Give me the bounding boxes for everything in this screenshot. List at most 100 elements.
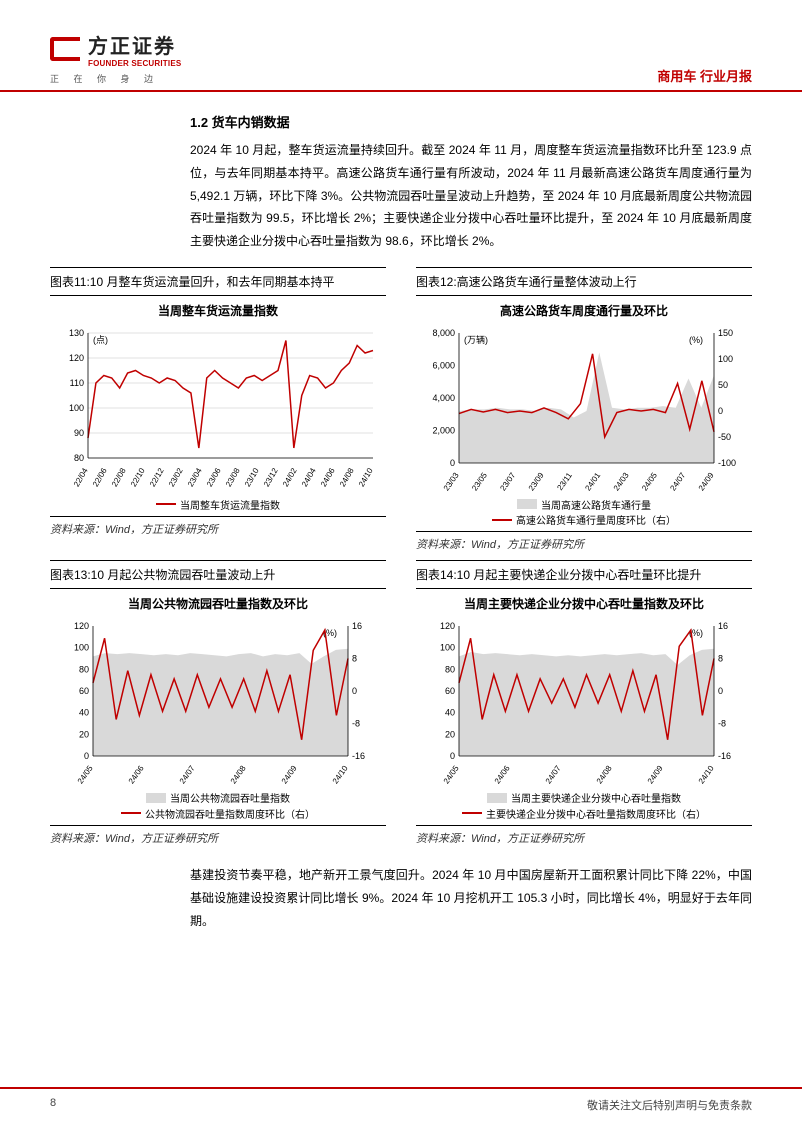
svg-text:100: 100 — [440, 643, 455, 653]
page: 方正证券 FOUNDER SECURITIES 正 在 你 身 边 商用车 行业… — [0, 0, 802, 1133]
svg-text:22/06: 22/06 — [91, 466, 109, 488]
section-title: 1.2 货车内销数据 — [190, 112, 752, 131]
svg-text:4,000: 4,000 — [432, 393, 455, 403]
svg-text:24/03: 24/03 — [612, 471, 631, 493]
svg-text:8: 8 — [718, 654, 723, 664]
chart-14: 图表14:10 月起主要快递企业分拨中心吞吐量环比提升 当周主要快递企业分拨中心… — [416, 560, 752, 846]
legend-line-icon — [121, 812, 141, 814]
svg-text:24/06: 24/06 — [127, 764, 146, 786]
legend-label: 当周整车货运流量指数 — [180, 497, 280, 512]
legend-area-icon — [146, 793, 166, 803]
logo-cn: 方正证券 — [88, 30, 181, 59]
logo-block: 方正证券 FOUNDER SECURITIES 正 在 你 身 边 — [50, 30, 181, 85]
legend-label: 当周公共物流园吞吐量指数 — [170, 790, 290, 805]
legend-item: 主要快递企业分拨中心吞吐量指数周度环比（右） — [462, 806, 706, 821]
legend-line-icon — [156, 503, 176, 505]
svg-text:24/09: 24/09 — [280, 764, 299, 786]
svg-text:2,000: 2,000 — [432, 425, 455, 435]
svg-text:40: 40 — [79, 708, 89, 718]
legend-label: 公共物流园吞吐量指数周度环比（右） — [145, 806, 315, 821]
chart-14-source: 资料来源：Wind，方正证券研究所 — [416, 825, 752, 846]
svg-text:-50: -50 — [718, 432, 731, 442]
legend-item: 高速公路货车通行量周度环比（右） — [492, 512, 676, 527]
svg-text:(点): (点) — [93, 335, 108, 345]
svg-text:60: 60 — [445, 686, 455, 696]
svg-text:23/03: 23/03 — [442, 471, 461, 493]
svg-text:90: 90 — [74, 428, 84, 438]
svg-text:50: 50 — [718, 380, 728, 390]
svg-text:0: 0 — [718, 406, 723, 416]
svg-text:16: 16 — [352, 621, 362, 631]
svg-text:24/05: 24/05 — [442, 764, 461, 786]
legend-item: 当周主要快递企业分拨中心吞吐量指数 — [487, 790, 681, 805]
logo-en: FOUNDER SECURITIES — [88, 59, 181, 68]
svg-text:60: 60 — [79, 686, 89, 696]
chart-14-caption: 图表14:10 月起主要快递企业分拨中心吞吐量环比提升 — [416, 560, 752, 589]
svg-text:-100: -100 — [718, 458, 736, 468]
chart-11-source: 资料来源：Wind，方正证券研究所 — [50, 516, 386, 537]
legend-item: 当周整车货运流量指数 — [156, 497, 280, 512]
svg-text:-16: -16 — [718, 751, 731, 761]
svg-text:0: 0 — [352, 686, 357, 696]
chart-13-title: 当周公共物流园吞吐量指数及环比 — [50, 595, 386, 612]
chart-14-title: 当周主要快递企业分拨中心吞吐量指数及环比 — [416, 595, 752, 612]
svg-text:24/10: 24/10 — [331, 764, 350, 786]
chart-11-legend: 当周整车货运流量指数 — [50, 497, 386, 512]
svg-text:23/05: 23/05 — [470, 471, 489, 493]
svg-text:24/09: 24/09 — [646, 764, 665, 786]
chart-12-source: 资料来源：Wind，方正证券研究所 — [416, 531, 752, 552]
chart-13-svg: 020406080100120-16-80816(%)24/0524/0624/… — [50, 616, 386, 786]
svg-text:20: 20 — [445, 730, 455, 740]
content: 1.2 货车内销数据 2024 年 10 月起，整车货运流量持续回升。截至 20… — [0, 92, 802, 966]
svg-text:23/09: 23/09 — [527, 471, 546, 493]
chart-14-svg: 020406080100120-16-80816(%)24/0524/0624/… — [416, 616, 752, 786]
svg-text:(万辆): (万辆) — [464, 334, 488, 345]
svg-text:110: 110 — [70, 378, 84, 388]
svg-text:24/06: 24/06 — [319, 466, 337, 488]
svg-text:24/01: 24/01 — [583, 471, 602, 493]
paragraph-1: 2024 年 10 月起，整车货运流量持续回升。截至 2024 年 11 月，周… — [190, 139, 752, 253]
page-footer: 8 敬请关注文后特别声明与免责条款 — [0, 1087, 802, 1113]
svg-text:6,000: 6,000 — [432, 360, 455, 370]
legend-label: 主要快递企业分拨中心吞吐量指数周度环比（右） — [486, 806, 706, 821]
svg-text:(%): (%) — [689, 335, 703, 345]
founder-logo-icon — [50, 37, 80, 61]
legend-label: 当周主要快递企业分拨中心吞吐量指数 — [511, 790, 681, 805]
chart-13: 图表13:10 月起公共物流园吞吐量波动上升 当周公共物流园吞吐量指数及环比 0… — [50, 560, 386, 846]
svg-text:22/10: 22/10 — [129, 466, 147, 488]
svg-text:-16: -16 — [352, 751, 365, 761]
svg-text:0: 0 — [84, 751, 89, 761]
svg-text:100: 100 — [718, 354, 733, 364]
legend-area-icon — [517, 499, 537, 509]
svg-text:24/06: 24/06 — [493, 764, 512, 786]
svg-text:23/12: 23/12 — [262, 466, 280, 488]
svg-text:-8: -8 — [352, 719, 360, 729]
legend-line-icon — [492, 519, 512, 521]
svg-text:150: 150 — [718, 328, 733, 338]
svg-text:80: 80 — [445, 665, 455, 675]
svg-text:24/02: 24/02 — [281, 466, 299, 488]
svg-text:22/04: 22/04 — [72, 466, 90, 488]
svg-text:24/10: 24/10 — [357, 466, 375, 488]
svg-text:-8: -8 — [718, 719, 726, 729]
svg-text:23/11: 23/11 — [555, 471, 574, 493]
footer-disclaimer: 敬请关注文后特别声明与免责条款 — [587, 1097, 752, 1113]
chart-11: 图表11:10 月整车货运流量回升，和去年同期基本持平 当周整车货运流量指数 8… — [50, 267, 386, 553]
chart-grid: 图表11:10 月整车货运流量回升，和去年同期基本持平 当周整车货运流量指数 8… — [50, 267, 752, 846]
svg-text:80: 80 — [74, 453, 84, 463]
svg-text:120: 120 — [69, 353, 84, 363]
svg-text:22/08: 22/08 — [110, 466, 128, 488]
chart-12-title: 高速公路货车周度通行量及环比 — [416, 302, 752, 319]
svg-text:22/12: 22/12 — [148, 466, 166, 488]
chart-13-legend: 当周公共物流园吞吐量指数 公共物流园吞吐量指数周度环比（右） — [50, 790, 386, 821]
svg-text:16: 16 — [718, 621, 728, 631]
legend-label: 高速公路货车通行量周度环比（右） — [516, 512, 676, 527]
logo-row: 方正证券 FOUNDER SECURITIES — [50, 30, 181, 68]
svg-text:24/07: 24/07 — [178, 764, 197, 786]
page-number: 8 — [50, 1097, 56, 1113]
chart-11-title: 当周整车货运流量指数 — [50, 302, 386, 319]
tagline: 正 在 你 身 边 — [50, 72, 181, 85]
chart-12-legend: 当周高速公路货车通行量 高速公路货车通行量周度环比（右） — [416, 497, 752, 528]
svg-text:0: 0 — [718, 686, 723, 696]
svg-text:100: 100 — [69, 403, 84, 413]
